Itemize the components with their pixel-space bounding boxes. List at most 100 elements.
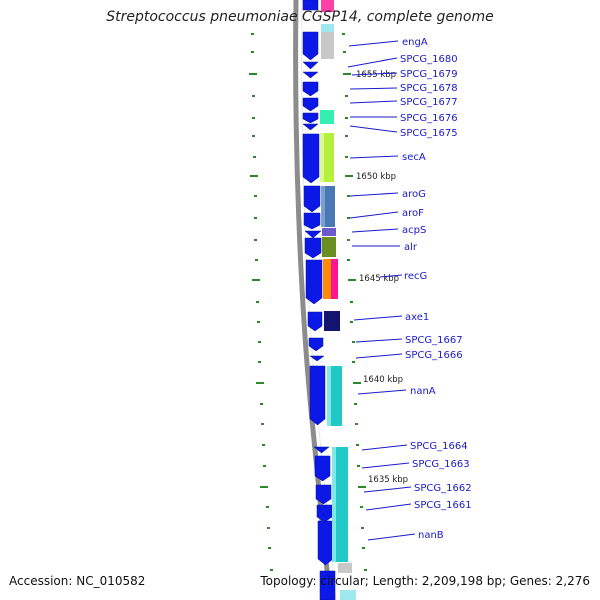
gene-labels: engA SPCG_1680 SPCG_1679 SPCG_1678 SPCG_1677… — [347, 37, 472, 541]
gene-label-spcg-1678[interactable]: SPCG_1678 — [400, 83, 458, 94]
gene-leader-line — [367, 533, 416, 541]
scale-tick — [261, 423, 264, 425]
scale-tick — [352, 341, 355, 343]
scale-tick — [353, 382, 361, 384]
scale-tick — [252, 95, 255, 97]
gene-leader-line — [349, 192, 399, 197]
gene-label-enga[interactable]: engA — [402, 37, 428, 48]
gene-arrow[interactable] — [309, 355, 325, 362]
gene-arrow[interactable] — [317, 520, 334, 566]
gene-arrow[interactable] — [314, 455, 331, 482]
gene-arrow[interactable] — [302, 97, 319, 112]
scale-tick — [355, 423, 358, 425]
gene-leader-line — [349, 125, 398, 133]
scale-tick — [254, 195, 257, 197]
scale-tick — [252, 117, 255, 119]
gene-label-spcg-1680[interactable]: SPCG_1680 — [400, 54, 458, 65]
scale-tick — [253, 156, 256, 158]
gene-label-seca[interactable]: secA — [402, 152, 426, 163]
gene-arrow[interactable] — [303, 185, 321, 213]
gene-label-spcg-1667[interactable]: SPCG_1667 — [405, 335, 463, 346]
gene-label-acps[interactable]: acpS — [402, 225, 426, 236]
gene-block-top-gray — [321, 32, 334, 59]
cog-block-cyan-lower-shade — [332, 447, 336, 562]
gene-leader-line — [349, 87, 398, 90]
gene-arrow[interactable] — [305, 259, 323, 305]
cog-block-seca-shade — [320, 133, 324, 182]
gene-block-top-magenta — [321, 0, 334, 12]
scale-tick — [358, 486, 366, 488]
gene-arrow[interactable] — [308, 337, 324, 352]
gene-arrow[interactable] — [302, 133, 320, 184]
cog-block-axe1 — [324, 311, 340, 331]
gene-leader-line — [351, 72, 398, 76]
scale-tick — [249, 73, 257, 75]
gene-arrow[interactable] — [319, 570, 336, 600]
gene-label-spcg-1676[interactable]: SPCG_1676 — [400, 113, 458, 124]
gene-cog-blocks — [320, 110, 356, 600]
scale-tick — [270, 569, 273, 571]
gene-label-spcg-1661[interactable]: SPCG_1661 — [414, 500, 472, 511]
cog-block-recg-orange — [323, 259, 331, 299]
gene-label-spcg-1677[interactable]: SPCG_1677 — [400, 97, 458, 108]
gene-label-recg[interactable]: recG — [404, 271, 427, 282]
gene-arrow[interactable] — [302, 71, 319, 79]
gene-arrow[interactable] — [302, 31, 319, 61]
kbp-label: 1640 kbp — [363, 375, 403, 385]
scale-tick — [345, 135, 348, 137]
gene-arrow[interactable] — [302, 0, 319, 11]
scale-tick — [352, 361, 355, 363]
scale-tick — [356, 444, 359, 446]
scale-tick — [364, 569, 367, 571]
scale-tick — [267, 527, 270, 529]
gene-leader-line — [379, 274, 403, 278]
gene-leader-line — [365, 503, 412, 511]
cog-block-recg-pink — [331, 259, 338, 299]
gene-arrow[interactable] — [315, 484, 332, 505]
page-title: Streptococcus pneumoniae CGSP14, complet… — [106, 9, 494, 25]
scale-tick — [260, 403, 263, 405]
gene-arrow[interactable] — [302, 123, 319, 131]
gene-arrow[interactable] — [302, 112, 319, 124]
scale-tick — [251, 51, 254, 53]
gene-label-arof[interactable]: aroF — [402, 208, 424, 219]
gene-leader-line — [349, 100, 398, 104]
scale-tick — [360, 506, 363, 508]
scale-tick — [252, 279, 260, 281]
scale-tick — [350, 321, 353, 323]
kbp-labels: 1655 kbp 1650 kbp 1645 kbp 1640 kbp 1635 kbp — [356, 70, 408, 485]
gene-label-alr[interactable]: alr — [404, 242, 418, 253]
gene-label-spcg-1675[interactable]: SPCG_1675 — [400, 128, 458, 139]
gene-arrow[interactable] — [316, 504, 333, 523]
gene-arrow[interactable] — [309, 365, 326, 426]
scale-tick — [250, 175, 258, 177]
gene-leader-line — [349, 155, 399, 159]
gene-arrow[interactable] — [304, 237, 322, 259]
gene-arrow[interactable] — [313, 446, 330, 454]
scale-tick — [343, 51, 346, 53]
gene-label-spcg-1679[interactable]: SPCG_1679 — [400, 69, 458, 80]
gene-arrow[interactable] — [302, 81, 319, 97]
gene-label-spcg-1666[interactable]: SPCG_1666 — [405, 350, 463, 361]
gene-arrow[interactable] — [302, 61, 319, 70]
gene-label-spcg-1662[interactable]: SPCG_1662 — [414, 483, 472, 494]
gene-label-nana[interactable]: nanA — [410, 386, 436, 397]
gene-label-nanb[interactable]: nanB — [418, 530, 444, 541]
gene-label-axe1[interactable]: axe1 — [405, 312, 429, 323]
scale-tick — [256, 382, 264, 384]
cog-block-acps — [322, 228, 336, 236]
gene-arrow[interactable] — [304, 230, 322, 239]
scale-ticks — [249, 33, 367, 571]
gene-arrow[interactable] — [307, 311, 323, 332]
gene-label-spcg-1664[interactable]: SPCG_1664 — [410, 441, 468, 452]
scale-tick — [357, 465, 360, 467]
scale-tick — [257, 321, 260, 323]
scale-tick — [345, 95, 348, 97]
gene-arrow[interactable] — [303, 212, 321, 230]
gene-leader-line — [353, 315, 403, 321]
scale-tick — [254, 217, 257, 219]
cog-block-arog-shade — [321, 186, 325, 227]
gene-label-arog[interactable]: aroG — [402, 189, 426, 200]
scale-tick — [361, 527, 364, 529]
gene-label-spcg-1663[interactable]: SPCG_1663 — [412, 459, 470, 470]
